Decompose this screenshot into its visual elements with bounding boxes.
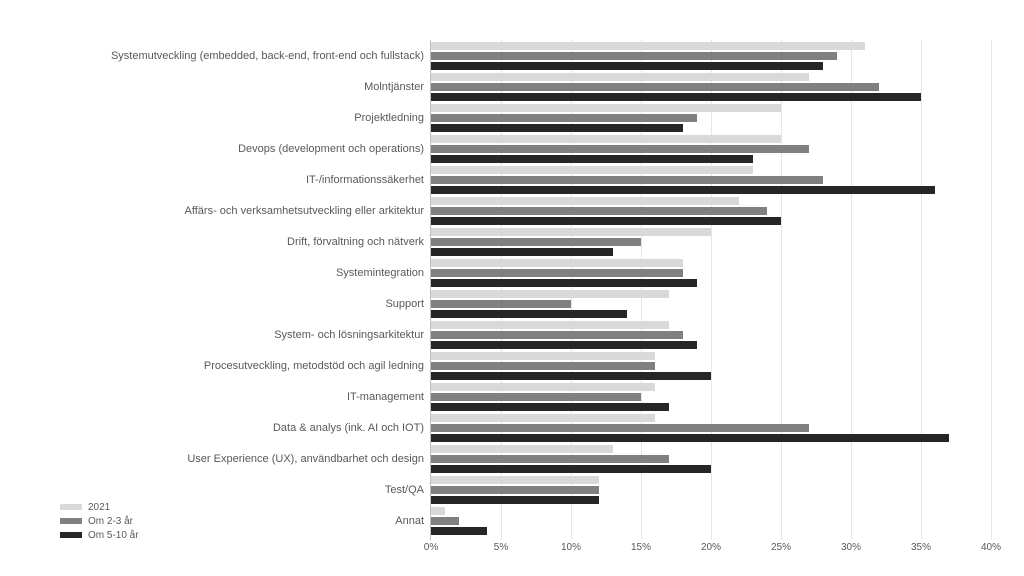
bar <box>431 321 669 329</box>
bar <box>431 486 599 494</box>
bar <box>431 465 711 473</box>
legend-item: Om 5-10 år <box>60 528 139 542</box>
legend-swatch <box>60 532 82 538</box>
bar <box>431 124 683 132</box>
y-category-label: Molntjänster <box>364 81 424 93</box>
bar <box>431 166 753 174</box>
bar <box>431 135 781 143</box>
bar <box>431 517 459 525</box>
bar <box>431 42 865 50</box>
legend-swatch <box>60 504 82 510</box>
gridline <box>781 40 782 540</box>
bar <box>431 73 809 81</box>
y-category-label: Systemintegration <box>336 267 424 279</box>
x-tick-label: 20% <box>701 542 721 553</box>
bar <box>431 403 669 411</box>
bar <box>431 104 781 112</box>
bar <box>431 527 487 535</box>
bar <box>431 393 641 401</box>
x-tick-label: 30% <box>841 542 861 553</box>
bar <box>431 445 613 453</box>
bar <box>431 507 445 515</box>
bar <box>431 341 697 349</box>
y-category-label: User Experience (UX), användbarhet och d… <box>187 453 424 465</box>
gridline <box>921 40 922 540</box>
y-category-label: IT-/informationssäkerhet <box>306 174 424 186</box>
bar <box>431 310 627 318</box>
y-category-label: Devops (development och operations) <box>238 143 424 155</box>
bar <box>431 238 641 246</box>
bar <box>431 52 837 60</box>
x-tick-label: 5% <box>494 542 508 553</box>
bar <box>431 496 599 504</box>
x-tick-label: 15% <box>631 542 651 553</box>
legend-label: Om 2-3 år <box>88 516 133 527</box>
x-tick-label: 35% <box>911 542 931 553</box>
bar <box>431 455 669 463</box>
legend-swatch <box>60 518 82 524</box>
bar <box>431 279 697 287</box>
bar <box>431 352 655 360</box>
legend-item: Om 2-3 år <box>60 514 139 528</box>
bar <box>431 331 683 339</box>
bar <box>431 290 669 298</box>
chart-container: 0%5%10%15%20%25%30%35%40% 2021Om 2-3 årO… <box>0 0 1024 576</box>
y-category-label: Projektledning <box>354 112 424 124</box>
bar <box>431 197 739 205</box>
gridline <box>711 40 712 540</box>
bar <box>431 362 655 370</box>
bar <box>431 186 935 194</box>
bar <box>431 228 711 236</box>
bar <box>431 62 823 70</box>
x-tick-label: 0% <box>424 542 438 553</box>
y-category-label: Support <box>385 298 424 310</box>
bar <box>431 414 655 422</box>
bar <box>431 248 613 256</box>
bar <box>431 83 879 91</box>
bar <box>431 145 809 153</box>
bar <box>431 259 683 267</box>
bar <box>431 300 571 308</box>
bar <box>431 269 683 277</box>
x-tick-label: 40% <box>981 542 1001 553</box>
legend: 2021 Om 2-3 år Om 5-10 år <box>60 500 139 542</box>
bar <box>431 217 781 225</box>
bar <box>431 424 809 432</box>
legend-label: Om 5-10 år <box>88 530 139 541</box>
bar <box>431 434 949 442</box>
gridline <box>991 40 992 540</box>
bar <box>431 93 921 101</box>
y-category-label: System- och lösningsarkitektur <box>274 329 424 341</box>
gridline <box>851 40 852 540</box>
y-category-label: IT-management <box>347 391 424 403</box>
bar <box>431 372 711 380</box>
y-category-label: Procesutveckling, metodstöd och agil led… <box>204 360 424 372</box>
legend-item: 2021 <box>60 500 139 514</box>
y-category-label: Drift, förvaltning och nätverk <box>287 236 424 248</box>
bar <box>431 176 823 184</box>
bar <box>431 207 767 215</box>
y-category-label: Test/QA <box>385 484 424 496</box>
legend-label: 2021 <box>88 502 110 513</box>
bar <box>431 155 753 163</box>
y-category-label: Systemutveckling (embedded, back-end, fr… <box>111 50 424 62</box>
plot-area: 0%5%10%15%20%25%30%35%40% <box>430 40 990 540</box>
y-category-label: Data & analys (ink. AI och IOT) <box>273 422 424 434</box>
bar <box>431 383 655 391</box>
bar <box>431 114 697 122</box>
y-category-label: Annat <box>395 515 424 527</box>
x-tick-label: 25% <box>771 542 791 553</box>
bar <box>431 476 599 484</box>
x-tick-label: 10% <box>561 542 581 553</box>
y-category-label: Affärs- och verksamhetsutveckling eller … <box>185 205 424 217</box>
